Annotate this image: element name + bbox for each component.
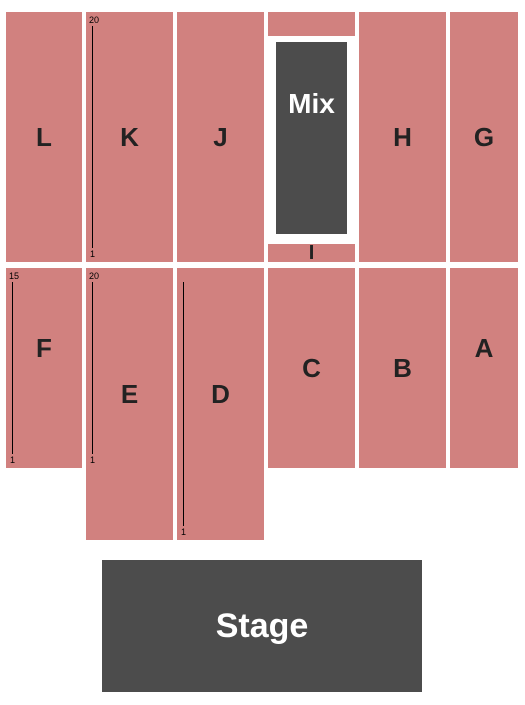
section-label: H (393, 122, 412, 153)
row-line (92, 282, 93, 454)
row-marker-bottom: 1 (90, 250, 95, 259)
section-label: C (302, 353, 321, 384)
stage-label: Stage (216, 607, 309, 646)
row-line (12, 282, 13, 454)
section-I-label: I (268, 242, 355, 265)
section-E[interactable]: E (86, 268, 173, 540)
row-marker-top: 20 (89, 16, 99, 25)
row-marker-bottom: 1 (90, 456, 95, 465)
section-B[interactable]: B (359, 268, 446, 468)
section-D[interactable]: D (177, 268, 264, 540)
section-label: D (211, 379, 230, 410)
row-line (183, 282, 184, 526)
section-A[interactable]: A (450, 268, 518, 468)
section-label: F (36, 333, 52, 364)
row-marker-top: 15 (9, 272, 19, 281)
row-marker-bottom: 1 (10, 456, 15, 465)
section-label: J (213, 122, 227, 153)
section-J[interactable]: J (177, 12, 264, 262)
section-H[interactable]: H (359, 12, 446, 262)
section-F[interactable]: F (6, 268, 82, 468)
section-label: K (120, 122, 139, 153)
section-label: A (475, 333, 494, 364)
section-K[interactable]: K (86, 12, 173, 262)
section-label: E (121, 379, 138, 410)
stage: Stage (102, 560, 422, 692)
section-C[interactable]: C (268, 268, 355, 468)
section-G[interactable]: G (450, 12, 518, 262)
mix-area: Mix (272, 38, 351, 238)
seating-chart: L K J H G I Mix F E D C B A Stage 20 1 15 1… (0, 0, 525, 705)
mix-label: Mix (288, 88, 335, 120)
section-label: G (474, 122, 494, 153)
section-L[interactable]: L (6, 12, 82, 262)
section-I-top[interactable] (268, 12, 355, 36)
section-label: L (36, 122, 52, 153)
row-marker-top: 20 (89, 272, 99, 281)
row-marker-bottom: 1 (181, 528, 186, 537)
section-label: B (393, 353, 412, 384)
row-line (92, 26, 93, 248)
